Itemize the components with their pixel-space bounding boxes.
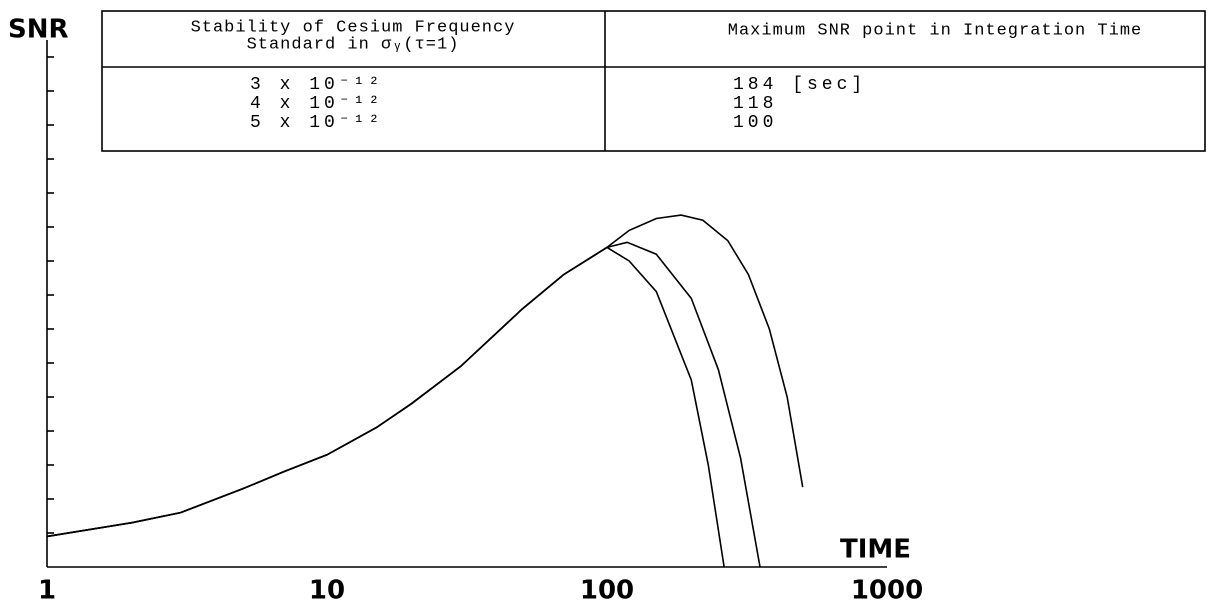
table-cell: 184 [sec]	[733, 75, 866, 95]
legend-label: 3 x 10⁻¹²	[250, 75, 383, 95]
x-axis-title: TIME	[840, 535, 911, 565]
x-tick-label: 1000	[851, 576, 923, 606]
table-cell: 100	[733, 113, 777, 133]
table-header: Maximum SNR point in Integration Time	[728, 21, 1142, 40]
legend-label: 4 x 10⁻¹²	[250, 94, 383, 114]
y-axis-title: SNR	[8, 15, 69, 45]
x-tick-label: 100	[580, 576, 634, 606]
legend-label: 5 x 10⁻¹²	[250, 113, 383, 133]
table-header: Standard in σᵧ(τ=1)	[247, 35, 460, 54]
x-tick-label: 10	[309, 576, 345, 606]
table-header: Stability of Cesium Frequency	[191, 18, 516, 37]
x-tick-label: 1	[38, 576, 56, 606]
table-cell: 118	[733, 94, 777, 114]
series-line	[46, 246, 725, 568]
legend-table	[101, 10, 1206, 152]
